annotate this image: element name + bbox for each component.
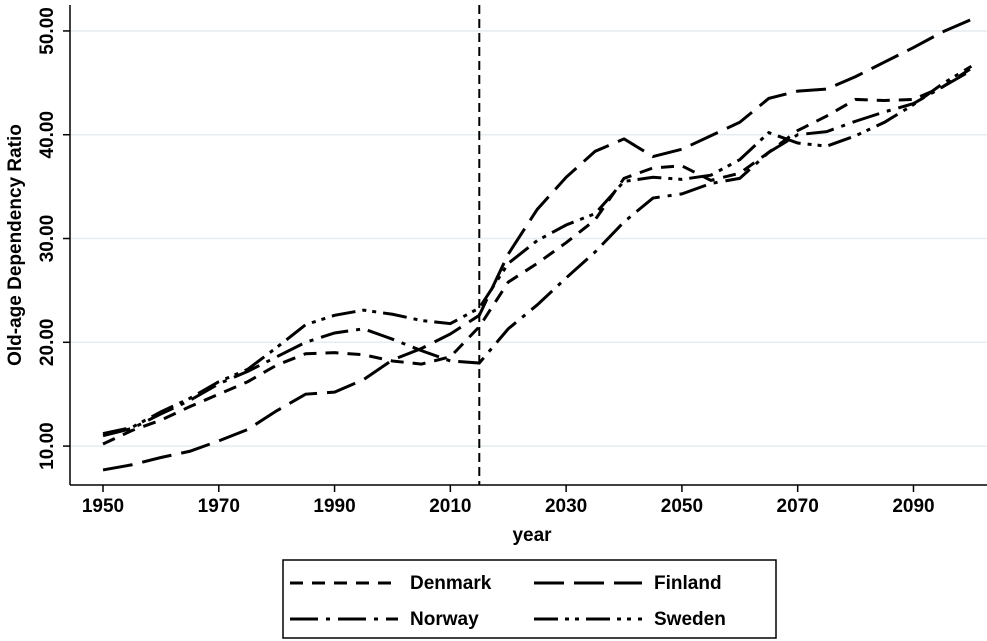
legend-label: Denmark: [410, 573, 492, 594]
legend-label: Sweden: [654, 609, 726, 630]
x-axis-label: year: [512, 525, 552, 546]
series-line: [102, 18, 972, 472]
legend-box: [282, 559, 777, 639]
y-tick-label: 40.00: [37, 111, 58, 159]
x-tick-label: 1950: [82, 496, 124, 517]
x-tick-label: 2050: [661, 496, 703, 517]
y-tick-label: 20.00: [37, 319, 58, 367]
x-tick-label: 2090: [892, 496, 934, 517]
series-line: [102, 64, 973, 436]
y-tick-label: 30.00: [37, 215, 58, 263]
legend-label: Norway: [410, 609, 479, 630]
x-tick-label: 2010: [429, 496, 471, 517]
x-tick-label: 2030: [545, 496, 587, 517]
series-line: [102, 67, 973, 446]
x-tick-label: 1970: [198, 496, 240, 517]
x-tick-label: 1990: [313, 496, 355, 517]
y-axis-label: Old-age Dependency Ratio: [5, 124, 26, 366]
y-tick-label: 50.00: [37, 7, 58, 55]
x-tick-label: 2070: [777, 496, 819, 517]
y-tick-label: 10.00: [37, 422, 58, 470]
series-line: [102, 69, 973, 438]
legend-label: Finland: [654, 573, 722, 594]
